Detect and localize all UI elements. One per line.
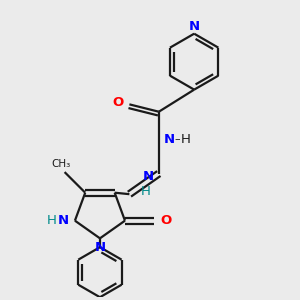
Text: O: O [160,214,171,227]
Text: H: H [180,133,190,146]
Text: N: N [164,133,175,146]
Text: CH₃: CH₃ [52,159,71,169]
Text: H: H [46,214,56,227]
Text: N: N [94,241,106,254]
Text: H: H [141,185,151,198]
Text: N: N [58,214,69,227]
Text: N: N [143,170,154,183]
Text: O: O [112,96,123,110]
Text: –: – [175,134,181,144]
Text: N: N [189,20,200,33]
